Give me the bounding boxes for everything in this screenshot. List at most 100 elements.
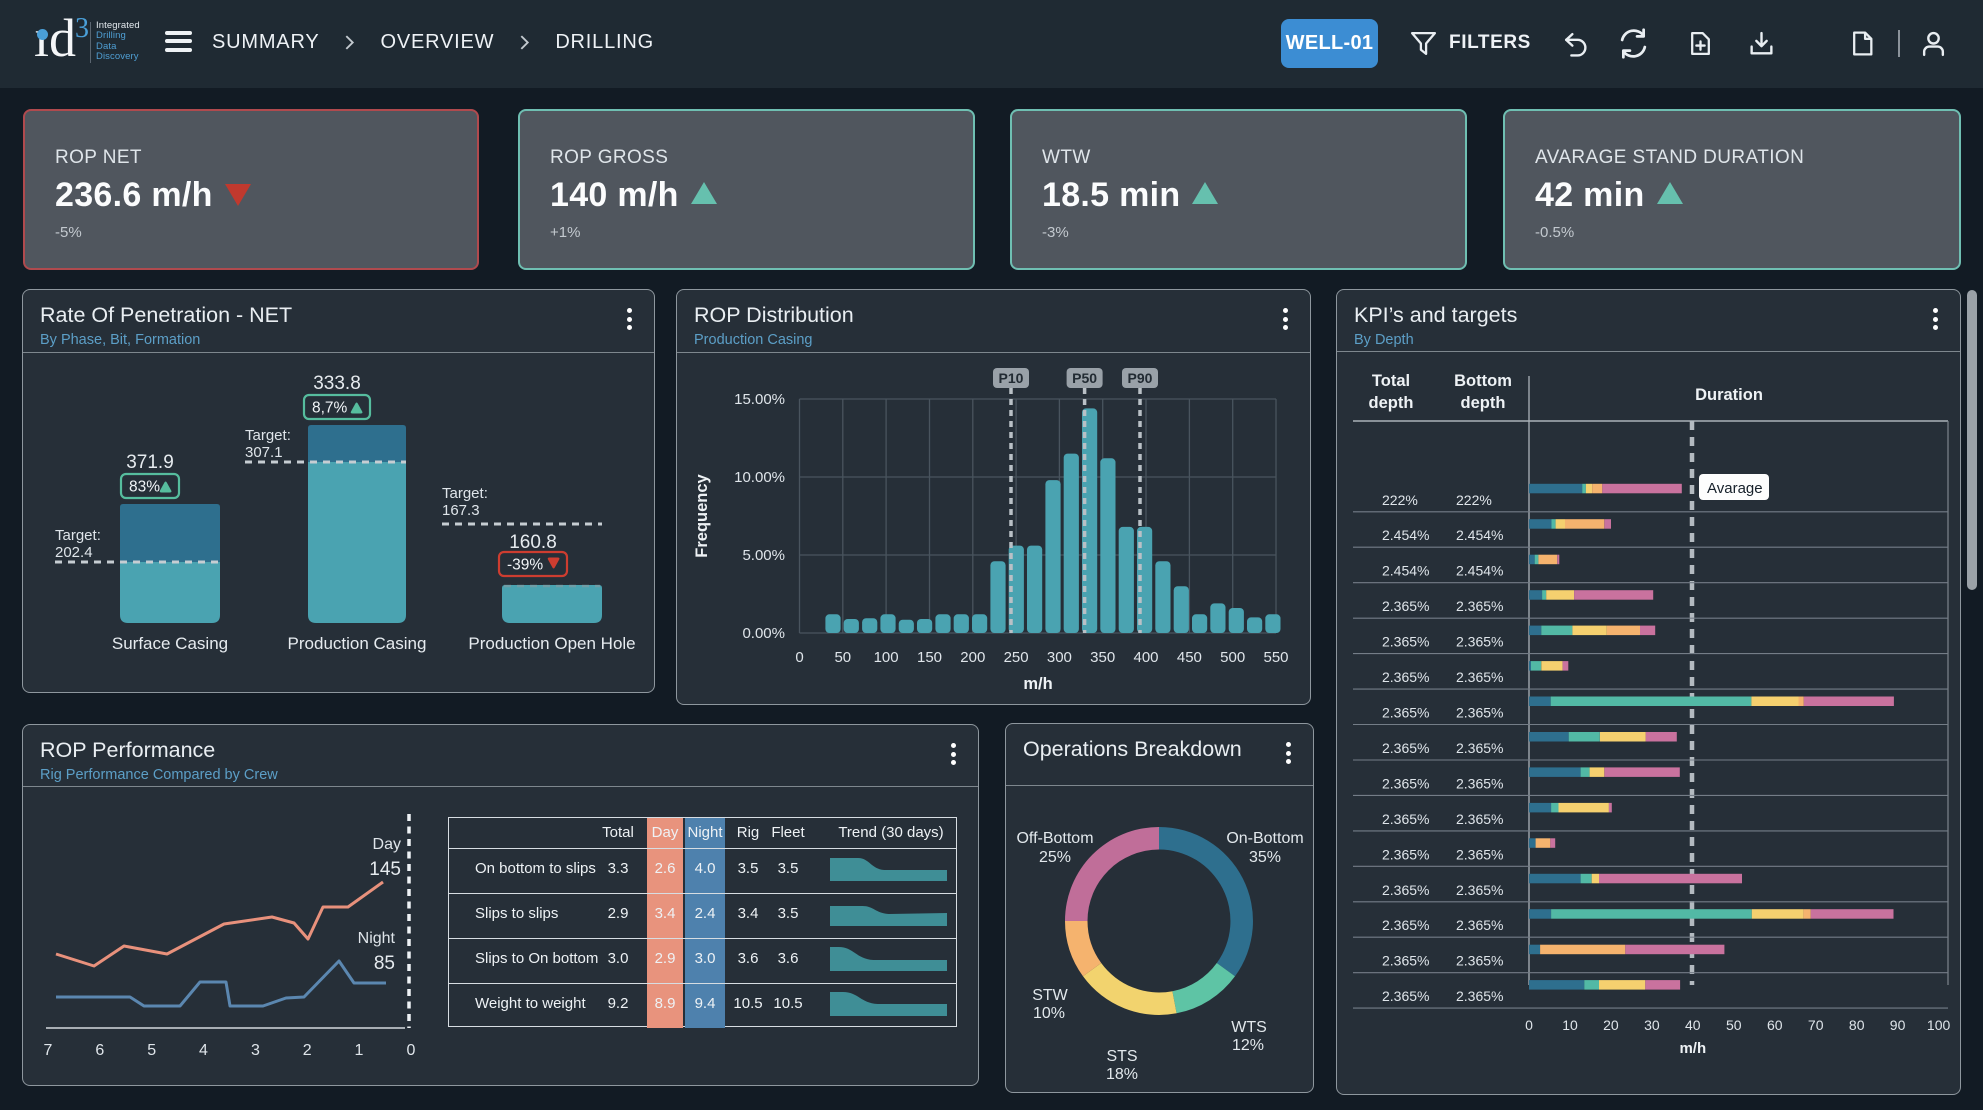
svg-text:Total: Total: [1372, 372, 1410, 390]
svg-text:Duration: Duration: [1695, 386, 1763, 404]
svg-text:depth: depth: [1461, 394, 1506, 412]
svg-text:STS: STS: [1106, 1048, 1137, 1065]
svg-text:7: 7: [44, 1042, 53, 1059]
svg-text:50: 50: [1726, 1017, 1742, 1033]
svg-text:400: 400: [1133, 649, 1158, 666]
svg-text:P90: P90: [1128, 370, 1153, 386]
svg-text:2.365%: 2.365%: [1382, 598, 1429, 614]
svg-text:4: 4: [199, 1042, 208, 1059]
svg-text:60: 60: [1767, 1017, 1783, 1033]
svg-text:Production Open Hole: Production Open Hole: [468, 634, 635, 653]
svg-text:145: 145: [369, 859, 401, 880]
svg-text:2.365%: 2.365%: [1382, 917, 1429, 933]
svg-text:50: 50: [834, 649, 851, 666]
svg-text:2.365%: 2.365%: [1382, 811, 1429, 827]
svg-text:20: 20: [1603, 1017, 1619, 1033]
svg-text:500: 500: [1220, 649, 1245, 666]
svg-text:P10: P10: [999, 370, 1024, 386]
svg-text:167.3: 167.3: [442, 502, 480, 519]
svg-text:On-Bottom: On-Bottom: [1226, 830, 1303, 847]
svg-text:3: 3: [251, 1042, 260, 1059]
svg-text:10%: 10%: [1033, 1005, 1065, 1022]
svg-text:250: 250: [1004, 649, 1029, 666]
svg-text:Target:: Target:: [55, 527, 101, 544]
svg-text:WTS: WTS: [1231, 1019, 1267, 1036]
svg-text:Off-Bottom: Off-Bottom: [1016, 830, 1093, 847]
svg-text:2.365%: 2.365%: [1456, 775, 1503, 791]
svg-text:40: 40: [1685, 1017, 1701, 1033]
svg-text:202.4: 202.4: [55, 544, 93, 561]
svg-text:5.00%: 5.00%: [742, 547, 785, 564]
svg-text:12%: 12%: [1232, 1037, 1264, 1054]
svg-text:550: 550: [1263, 649, 1288, 666]
svg-text:Target:: Target:: [442, 485, 488, 502]
svg-text:2.365%: 2.365%: [1456, 634, 1503, 650]
svg-text:83%: 83%: [129, 479, 160, 496]
svg-text:2.365%: 2.365%: [1382, 669, 1429, 685]
svg-text:350: 350: [1090, 649, 1115, 666]
svg-text:15.00%: 15.00%: [734, 391, 785, 408]
svg-text:Night: Night: [358, 930, 396, 947]
svg-text:0.00%: 0.00%: [742, 625, 785, 642]
svg-text:depth: depth: [1369, 394, 1414, 412]
svg-text:STW: STW: [1032, 987, 1068, 1004]
svg-text:35%: 35%: [1249, 849, 1281, 866]
svg-text:2.365%: 2.365%: [1382, 953, 1429, 969]
svg-text:2.365%: 2.365%: [1456, 669, 1503, 685]
svg-text:450: 450: [1177, 649, 1202, 666]
svg-text:160.8: 160.8: [509, 532, 557, 553]
svg-text:-39%: -39%: [507, 557, 543, 574]
svg-text:2.365%: 2.365%: [1382, 634, 1429, 650]
svg-text:2.365%: 2.365%: [1382, 988, 1429, 1004]
svg-text:2.365%: 2.365%: [1456, 917, 1503, 933]
svg-text:90: 90: [1890, 1017, 1906, 1033]
svg-text:Production Casing: Production Casing: [288, 634, 427, 653]
svg-text:5: 5: [147, 1042, 156, 1059]
svg-text:100: 100: [874, 649, 899, 666]
svg-text:222%: 222%: [1382, 492, 1418, 508]
svg-text:Frequency: Frequency: [693, 473, 711, 557]
svg-text:10: 10: [1562, 1017, 1578, 1033]
svg-text:m/h: m/h: [1023, 675, 1052, 693]
svg-text:2.365%: 2.365%: [1456, 953, 1503, 969]
svg-text:2.365%: 2.365%: [1382, 775, 1429, 791]
svg-text:Day: Day: [373, 836, 401, 853]
svg-text:2: 2: [303, 1042, 312, 1059]
svg-text:300: 300: [1047, 649, 1072, 666]
svg-text:Target:: Target:: [245, 427, 291, 444]
svg-text:2.365%: 2.365%: [1382, 846, 1429, 862]
svg-text:8,7%: 8,7%: [312, 400, 348, 417]
svg-text:0: 0: [406, 1042, 415, 1059]
svg-text:18%: 18%: [1106, 1066, 1138, 1083]
svg-text:0: 0: [1525, 1017, 1533, 1033]
svg-text:2.454%: 2.454%: [1456, 527, 1503, 543]
svg-text:333.8: 333.8: [313, 373, 361, 394]
svg-text:Bottom: Bottom: [1454, 372, 1512, 390]
svg-text:30: 30: [1644, 1017, 1660, 1033]
svg-text:85: 85: [374, 953, 395, 974]
svg-text:2.365%: 2.365%: [1382, 705, 1429, 721]
svg-text:100: 100: [1927, 1017, 1951, 1033]
svg-text:2.454%: 2.454%: [1456, 563, 1503, 579]
svg-text:10.00%: 10.00%: [734, 469, 785, 486]
svg-text:2.365%: 2.365%: [1456, 988, 1503, 1004]
svg-text:2.454%: 2.454%: [1382, 527, 1429, 543]
svg-text:150: 150: [917, 649, 942, 666]
svg-text:25%: 25%: [1039, 849, 1071, 866]
svg-text:2.365%: 2.365%: [1456, 882, 1503, 898]
svg-text:Surface Casing: Surface Casing: [112, 634, 228, 653]
svg-text:2.365%: 2.365%: [1456, 811, 1503, 827]
svg-text:m/h: m/h: [1679, 1040, 1706, 1057]
svg-text:2.365%: 2.365%: [1382, 882, 1429, 898]
svg-text:2.365%: 2.365%: [1456, 740, 1503, 756]
svg-text:80: 80: [1849, 1017, 1865, 1033]
svg-text:Avarage: Avarage: [1707, 480, 1763, 497]
svg-text:0: 0: [795, 649, 803, 666]
svg-text:2.365%: 2.365%: [1456, 846, 1503, 862]
svg-text:6: 6: [95, 1042, 104, 1059]
svg-text:2.454%: 2.454%: [1382, 563, 1429, 579]
svg-text:2.365%: 2.365%: [1456, 705, 1503, 721]
svg-text:70: 70: [1808, 1017, 1824, 1033]
svg-text:2.365%: 2.365%: [1456, 598, 1503, 614]
svg-text:371.9: 371.9: [126, 452, 174, 473]
